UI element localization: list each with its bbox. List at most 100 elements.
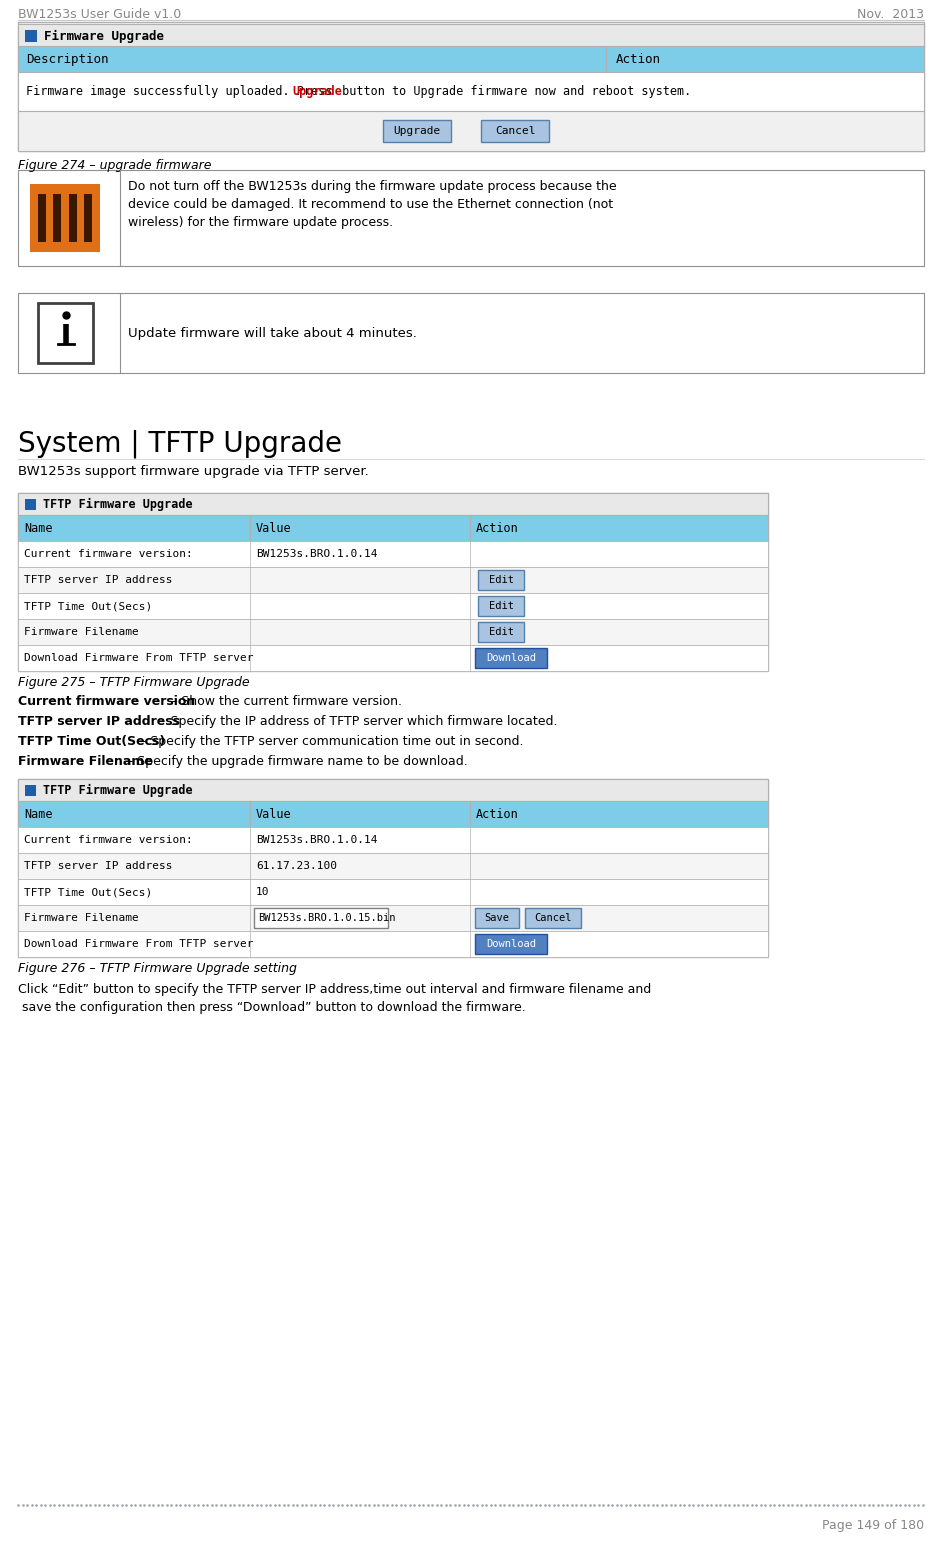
Text: TFTP Firmware Upgrade: TFTP Firmware Upgrade [43,783,192,797]
Text: Download: Download [486,938,536,949]
Bar [481,120,549,142]
Text: Firmware Filename: Firmware Filename [24,627,138,636]
Text: wireless) for the firmware update process.: wireless) for the firmware update proces… [128,216,393,230]
Text: Value: Value [256,521,292,535]
Bar [18,72,924,111]
Text: Save: Save [484,912,510,923]
Bar [475,649,547,667]
Bar [478,596,524,616]
Text: BW1253s.BRO.1.0.15.bin: BW1253s.BRO.1.0.15.bin [258,912,396,923]
Bar [25,29,37,42]
Bar [18,46,924,72]
Text: TFTP Time Out(Secs): TFTP Time Out(Secs) [24,888,153,897]
Bar [18,931,768,957]
Bar [30,183,100,253]
Text: Value: Value [256,807,292,820]
Bar [18,646,768,670]
Bar [383,120,451,142]
Text: BW1253s.BRO.1.0.14: BW1253s.BRO.1.0.14 [256,549,378,559]
Text: Nov.  2013: Nov. 2013 [857,8,924,22]
Text: TFTP server IP address: TFTP server IP address [18,715,180,727]
Text: System | TFTP Upgrade: System | TFTP Upgrade [18,428,342,458]
Bar [18,619,768,646]
Bar [18,493,768,515]
Text: -  Specify the IP address of TFTP server which firmware located.: - Specify the IP address of TFTP server … [154,715,558,727]
Bar [18,170,924,267]
Text: Figure 276 – TFTP Firmware Upgrade setting: Figure 276 – TFTP Firmware Upgrade setti… [18,962,297,975]
Text: Action: Action [476,521,519,535]
Text: Cancel: Cancel [534,912,572,923]
Text: Click “Edit” button to specify the TFTP server IP address,time out interval and : Click “Edit” button to specify the TFTP … [18,983,651,995]
Bar [478,570,524,590]
Text: device could be damaged. It recommend to use the Ethernet connection (not: device could be damaged. It recommend to… [128,197,613,211]
Text: Current firmware version: Current firmware version [18,695,195,707]
Text: Firmware image successfully uploaded. Press: Firmware image successfully uploaded. Pr… [26,85,339,99]
Text: BW1253s support firmware upgrade via TFTP server.: BW1253s support firmware upgrade via TFT… [18,465,368,478]
Text: – Specify the upgrade firmware name to be download.: – Specify the upgrade firmware name to b… [123,755,468,767]
Bar [18,854,768,878]
Bar [525,908,581,928]
Bar [18,22,924,151]
Text: Current firmware version:: Current firmware version: [24,549,193,559]
Text: Firmware Upgrade: Firmware Upgrade [44,29,164,43]
Bar [254,908,388,928]
Bar [475,908,519,928]
Text: Edit: Edit [489,601,513,610]
Text: Upgrade: Upgrade [292,85,342,99]
Bar [25,499,36,510]
Bar [18,541,768,567]
Bar [18,567,768,593]
Text: button to Upgrade firmware now and reboot system.: button to Upgrade firmware now and reboo… [334,85,690,99]
Text: TFTP server IP address: TFTP server IP address [24,861,172,871]
Text: Do not turn off the BW1253s during the firmware update process because the: Do not turn off the BW1253s during the f… [128,180,617,193]
Text: TFTP Time Out(Secs): TFTP Time Out(Secs) [18,735,165,747]
Text: Edit: Edit [489,575,513,586]
Text: 61.17.23.100: 61.17.23.100 [256,861,337,871]
Text: BW1253s.BRO.1.0.14: BW1253s.BRO.1.0.14 [256,835,378,844]
Bar [475,934,547,954]
Text: Current firmware version:: Current firmware version: [24,835,193,844]
Text: save the configuration then press “Download” button to download the firmware.: save the configuration then press “Downl… [18,1002,526,1014]
Bar [478,623,524,643]
Bar [18,905,768,931]
Bar [18,111,924,151]
Bar [18,780,768,957]
Text: Page 149 of 180: Page 149 of 180 [821,1519,924,1532]
Text: Download Firmware From TFTP server: Download Firmware From TFTP server [24,653,253,663]
Bar [25,784,36,797]
Text: Action: Action [476,807,519,820]
Text: – Specify the TFTP server communication time out in second.: – Specify the TFTP server communication … [136,735,524,747]
Bar [18,780,768,801]
Bar [18,493,768,670]
Bar [85,194,92,242]
Text: Upgrade: Upgrade [394,126,441,136]
Text: Edit: Edit [489,627,513,636]
Bar [69,194,77,242]
Text: BW1253s User Guide v1.0: BW1253s User Guide v1.0 [18,8,181,22]
Bar [18,801,768,828]
Text: Description: Description [26,52,108,66]
Text: Cancel: Cancel [495,126,535,136]
Bar [18,878,768,905]
Text: Figure 275 – TFTP Firmware Upgrade: Figure 275 – TFTP Firmware Upgrade [18,676,250,689]
Text: Firmware Filename: Firmware Filename [24,912,138,923]
Text: TFTP server IP address: TFTP server IP address [24,575,172,586]
Bar [18,515,768,541]
Bar [18,593,768,619]
Bar [38,194,45,242]
Bar [38,304,93,364]
Text: Name: Name [24,807,53,820]
Text: Firmware Filename: Firmware Filename [18,755,153,767]
Bar [53,194,61,242]
Text: Download Firmware From TFTP server: Download Firmware From TFTP server [24,938,253,949]
Text: Download: Download [486,653,536,663]
Text: 10: 10 [256,888,269,897]
Text: Action: Action [616,52,661,66]
Text: TFTP Time Out(Secs): TFTP Time Out(Secs) [24,601,153,610]
Text: TFTP Firmware Upgrade: TFTP Firmware Upgrade [43,498,192,510]
Text: – Show the current firmware version.: – Show the current firmware version. [167,695,402,707]
Bar [18,293,924,373]
Bar [18,25,924,48]
Bar [18,828,768,854]
Text: Update firmware will take about 4 minutes.: Update firmware will take about 4 minute… [128,327,417,339]
